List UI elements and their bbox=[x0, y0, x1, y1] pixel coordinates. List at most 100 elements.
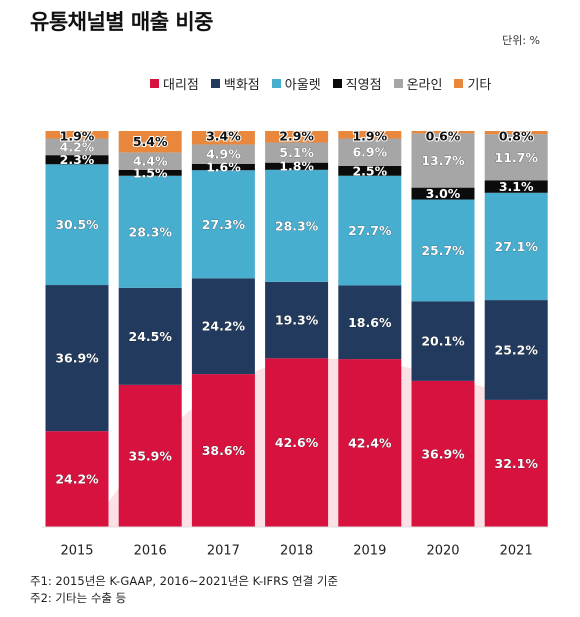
bar-segment bbox=[265, 131, 329, 143]
bar-segment bbox=[45, 285, 109, 432]
bar-segment bbox=[118, 384, 182, 527]
bar-segment bbox=[411, 187, 475, 200]
bar-segment bbox=[411, 131, 475, 134]
legend-swatch bbox=[332, 79, 342, 88]
legend-label: 백화점 bbox=[223, 78, 260, 93]
data-label: 19.3% bbox=[275, 313, 319, 328]
data-label: 1.5% bbox=[133, 165, 168, 180]
data-label: 13.7% bbox=[421, 153, 465, 168]
legend-item-5: 기타 bbox=[454, 74, 491, 93]
legend-label: 온라인 bbox=[406, 78, 443, 93]
legend-item-2: 아울렛 bbox=[271, 74, 321, 93]
legend-item-3: 직영점 bbox=[332, 74, 382, 93]
data-label: 3.0% bbox=[426, 186, 461, 201]
data-label: 24.5% bbox=[129, 329, 173, 344]
bar-segment bbox=[191, 163, 255, 171]
footnote-1: 주1: 2015년은 K-GAAP, 2016~2021년은 K-IFRS 연결… bbox=[30, 574, 339, 588]
bar-segment bbox=[191, 278, 255, 375]
bar-segment bbox=[484, 192, 548, 301]
bar-segment bbox=[191, 374, 255, 527]
data-label: 0.8% bbox=[499, 129, 534, 144]
data-label: 1.6% bbox=[206, 160, 241, 175]
x-tick-label: 2018 bbox=[280, 544, 313, 559]
data-label: 24.2% bbox=[55, 472, 99, 487]
footnotes: 주1: 2015년은 K-GAAP, 2016~2021년은 K-IFRS 연결… bbox=[30, 573, 338, 607]
legend-swatch bbox=[393, 79, 403, 88]
data-label: 27.3% bbox=[202, 217, 246, 232]
x-tick-label: 2017 bbox=[207, 544, 240, 559]
bar-segment bbox=[338, 165, 402, 176]
legend-label: 아울렛 bbox=[284, 78, 321, 93]
bar-segment bbox=[265, 162, 329, 170]
x-tick-label: 2020 bbox=[426, 544, 459, 559]
data-label: 20.1% bbox=[421, 334, 465, 349]
bar-segment bbox=[484, 134, 548, 181]
data-label: 27.1% bbox=[495, 239, 539, 254]
x-tick-label: 2015 bbox=[60, 544, 93, 559]
legend-item-4: 온라인 bbox=[393, 74, 443, 93]
bar-segment bbox=[411, 380, 475, 527]
data-label: 24.2% bbox=[202, 319, 246, 334]
bar-segment bbox=[45, 155, 109, 165]
bar-segment bbox=[484, 399, 548, 527]
legend-label: 기타 bbox=[467, 78, 492, 93]
bar-segment bbox=[191, 144, 255, 164]
x-tick-label: 2021 bbox=[500, 544, 533, 559]
bar-segment bbox=[484, 131, 548, 135]
bar-segment bbox=[265, 358, 329, 527]
bar-segment bbox=[338, 138, 402, 166]
data-label: 3.4% bbox=[206, 129, 241, 144]
data-label: 0.6% bbox=[426, 129, 461, 144]
bar-segment bbox=[45, 131, 109, 139]
bar-segment bbox=[411, 133, 475, 188]
data-label: 28.3% bbox=[129, 224, 173, 239]
bar-segment bbox=[338, 359, 402, 527]
data-label: 36.9% bbox=[55, 351, 99, 366]
data-label: 4.4% bbox=[133, 154, 168, 169]
bar-segment bbox=[338, 285, 402, 360]
data-label: 35.9% bbox=[129, 448, 173, 463]
data-label: 42.4% bbox=[348, 436, 392, 451]
bar-segment bbox=[118, 169, 182, 176]
data-label: 42.6% bbox=[275, 435, 319, 450]
data-label: 6.9% bbox=[352, 145, 387, 160]
bar-segment bbox=[118, 287, 182, 385]
data-label: 38.6% bbox=[202, 443, 246, 458]
legend-item-0: 대리점 bbox=[150, 74, 199, 93]
legend-swatch bbox=[210, 79, 220, 88]
legend-swatch bbox=[454, 79, 464, 88]
bar-segment bbox=[191, 131, 255, 145]
bar-segment bbox=[118, 175, 182, 288]
bar-segment bbox=[338, 175, 402, 286]
data-label: 27.7% bbox=[348, 223, 392, 238]
data-label: 30.5% bbox=[55, 217, 99, 232]
bar-segment bbox=[265, 169, 329, 282]
data-label: 2.5% bbox=[352, 163, 387, 178]
data-label: 5.4% bbox=[133, 134, 168, 149]
data-label: 4.9% bbox=[206, 147, 241, 162]
data-label: 28.3% bbox=[275, 218, 319, 233]
legend-swatch bbox=[271, 79, 281, 88]
legend-label: 대리점 bbox=[163, 78, 199, 93]
bar-segment bbox=[265, 142, 329, 163]
bar-segment bbox=[45, 138, 109, 156]
bar-segment bbox=[484, 180, 548, 193]
data-label: 5.1% bbox=[279, 145, 314, 160]
data-label: 32.1% bbox=[495, 456, 539, 471]
data-label: 2.3% bbox=[60, 152, 95, 167]
data-label: 1.9% bbox=[60, 129, 95, 144]
data-label: 1.9% bbox=[352, 129, 387, 144]
data-label: 3.1% bbox=[499, 179, 534, 194]
unit-label: 단위: % bbox=[502, 34, 540, 47]
data-label: 18.6% bbox=[348, 315, 392, 330]
bar-segment bbox=[338, 131, 402, 139]
bar-segment bbox=[45, 431, 109, 527]
bar-segment bbox=[411, 199, 475, 302]
data-label: 4.2% bbox=[60, 139, 95, 154]
data-label: 1.8% bbox=[279, 159, 314, 174]
bar-segment bbox=[484, 300, 548, 400]
data-label: 2.9% bbox=[279, 129, 314, 144]
bar-segment bbox=[45, 164, 109, 286]
legend-label: 직영점 bbox=[345, 78, 382, 93]
